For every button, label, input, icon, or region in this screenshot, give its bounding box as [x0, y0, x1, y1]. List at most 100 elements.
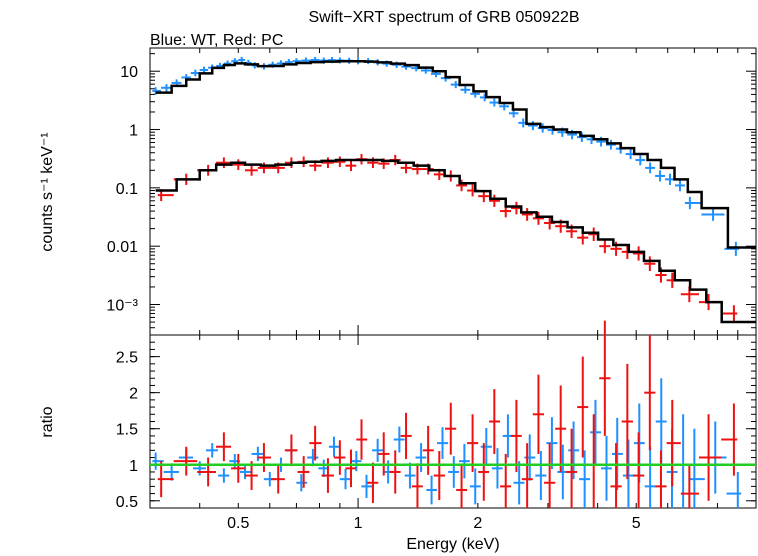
- wt-ratio-point: [535, 451, 547, 501]
- wt-ratio-point: [590, 399, 601, 465]
- pc-ratio-point: [655, 450, 667, 508]
- wt-point: [674, 179, 685, 192]
- wt-ratio-point: [622, 439, 634, 508]
- wt-ratio-point: [546, 417, 558, 470]
- wt-ratio-point: [688, 428, 705, 508]
- ratio-series: [150, 320, 756, 508]
- wt-point: [724, 241, 740, 256]
- x-tick-label: 0.5: [227, 515, 249, 532]
- pc-ratio-point: [173, 446, 198, 476]
- wt-point: [606, 139, 616, 150]
- pc-point: [532, 211, 545, 225]
- pc-point: [244, 164, 258, 176]
- wt-ratio-point: [404, 462, 416, 489]
- pc-ratio-point: [422, 425, 434, 475]
- wt-point: [190, 69, 200, 77]
- pc-point: [489, 194, 501, 207]
- wt-ratio-point: [239, 464, 252, 480]
- wt-ratio-point: [448, 456, 460, 488]
- y-tick-label: 0.01: [107, 239, 138, 256]
- y-tick-label: 1: [129, 123, 138, 140]
- pc-ratio-point: [532, 374, 545, 454]
- pc-ratio-point: [400, 412, 412, 459]
- wt-ratio-point: [426, 475, 438, 505]
- wt-point: [701, 208, 725, 221]
- x-tick-label: 5: [632, 515, 641, 532]
- wt-ratio-point: [437, 427, 449, 459]
- wt-ratio-point: [350, 451, 362, 472]
- pc-ratio-point: [345, 449, 357, 488]
- wt-ratio-point: [163, 463, 179, 481]
- pc-point: [257, 162, 272, 174]
- pc-ratio-point: [698, 414, 722, 501]
- wt-point: [489, 98, 500, 107]
- pc-ratio-point: [566, 428, 578, 508]
- pc-point: [456, 179, 468, 192]
- spectrum-panel: 10 1 0.1 0.01 10⁻³ counts s⁻¹ keV⁻¹: [39, 47, 757, 336]
- wt-point: [460, 86, 471, 94]
- pc-ratio-point: [644, 335, 656, 451]
- pc-ratio-point: [197, 457, 217, 487]
- wt-ratio-point: [372, 438, 383, 462]
- pc-point: [400, 162, 412, 174]
- pc-ratio-point: [467, 414, 479, 472]
- wt-ratio-point: [192, 461, 206, 476]
- y-tick-label: 0.1: [116, 181, 138, 198]
- wt-ratio-point: [579, 450, 591, 508]
- pc-ratio-point: [521, 443, 533, 508]
- wt-point: [684, 196, 702, 210]
- pc-ratio-point: [445, 402, 457, 455]
- pc-point: [231, 159, 245, 170]
- x-tick-label: 2: [473, 515, 482, 532]
- pc-point: [644, 256, 656, 272]
- wt-point: [576, 132, 587, 142]
- spectrum-frame: [149, 47, 757, 336]
- spectrum-x-ticks: [149, 48, 757, 335]
- y-tick-label: 1.5: [116, 422, 138, 439]
- pc-ratio-point: [257, 443, 272, 472]
- x-axis-label: Energy (keV): [406, 536, 499, 553]
- pc-point: [599, 239, 611, 254]
- pc-point: [521, 208, 533, 221]
- wt-point: [645, 162, 656, 174]
- wt-ratio-point: [361, 474, 373, 498]
- wt-ratio-point: [307, 448, 319, 467]
- pc-ratio-point: [610, 443, 622, 508]
- pc-point: [721, 305, 738, 322]
- pc-ratio-point: [157, 461, 174, 498]
- pc-ratio-point: [271, 464, 285, 494]
- ratio-x-axis: 0.5 1 2 5: [149, 335, 757, 532]
- wt-ratio-point: [513, 461, 525, 505]
- wt-ratio-point: [205, 443, 219, 458]
- pc-ratio-point: [356, 419, 368, 460]
- wt-point: [655, 170, 666, 182]
- pc-ratio-point: [433, 451, 446, 501]
- ratio-panel: 0.5 1 1.5 2 2.5 0.5 1 2 5 ratio: [39, 320, 757, 532]
- y-tick-label: 1: [129, 458, 138, 475]
- y-tick-label: 2.5: [116, 350, 138, 367]
- pc-ratio-point: [599, 320, 611, 436]
- pc-ratio-point: [411, 463, 423, 508]
- wt-point: [238, 56, 246, 63]
- pc-point: [632, 246, 645, 261]
- pc-point: [216, 157, 232, 168]
- pc-ratio-point: [500, 453, 512, 508]
- x-tick-label: 1: [354, 515, 363, 532]
- wt-ratio-point: [524, 434, 536, 481]
- wt-point: [528, 121, 538, 131]
- pc-point: [321, 157, 334, 168]
- pc-point: [345, 160, 357, 172]
- pc-ratio-point: [588, 414, 600, 508]
- wt-point: [635, 154, 646, 166]
- y-tick-label: 10⁻³: [106, 298, 138, 315]
- chart-title: Swift−XRT spectrum of GRB 050922B: [308, 9, 579, 26]
- pc-ratio-point: [231, 453, 245, 483]
- wt-ratio-point: [726, 471, 742, 508]
- pc-ratio-point: [544, 443, 556, 508]
- ratio-y-label: ratio: [39, 406, 56, 437]
- pc-ratio-point: [632, 432, 645, 508]
- wt-ratio-point: [491, 448, 503, 489]
- pc-ratio-point: [511, 399, 522, 472]
- wt-ratio-point: [296, 474, 308, 492]
